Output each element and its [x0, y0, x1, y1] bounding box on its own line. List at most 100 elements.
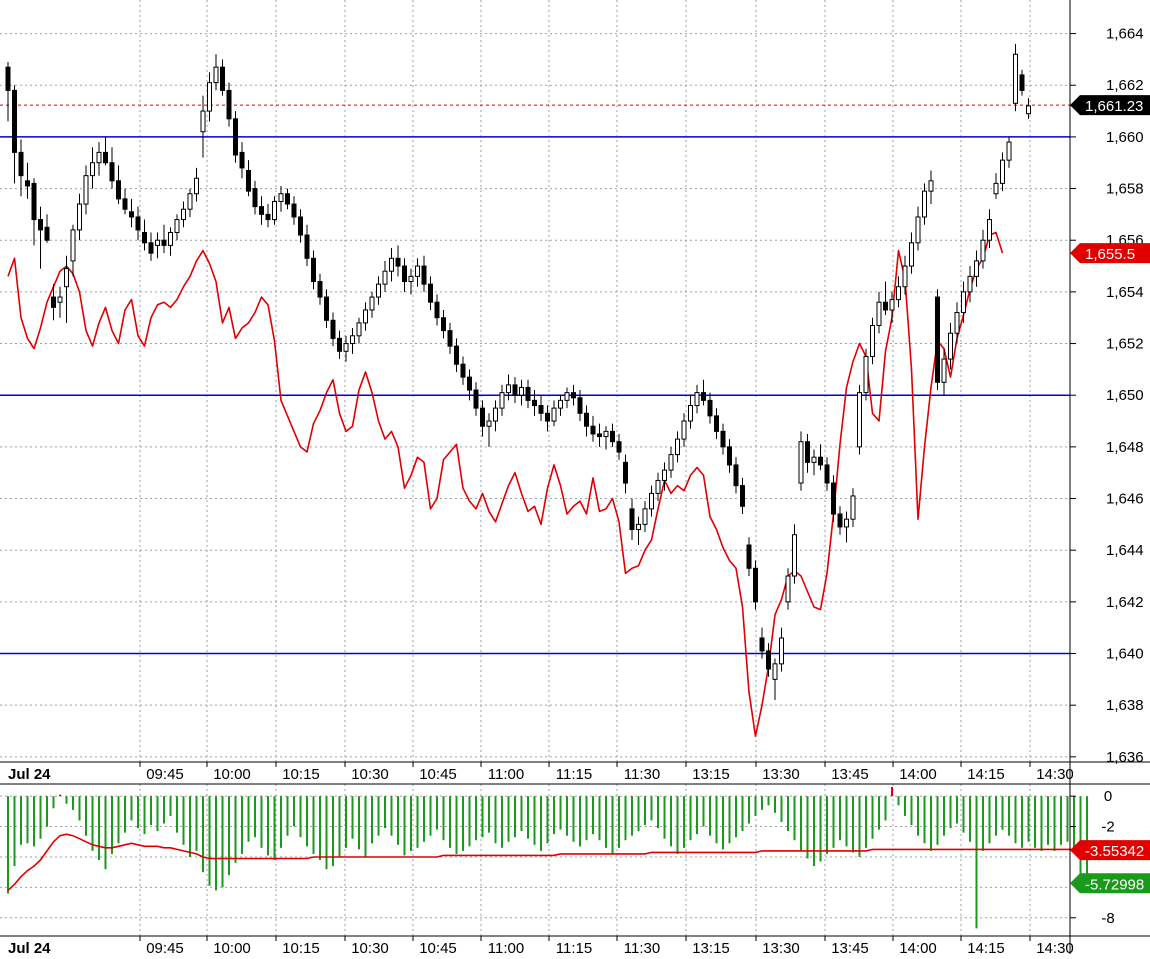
upper-y-tick-label: 1,664 [1106, 26, 1144, 43]
candle-body-down [395, 257, 401, 267]
candle [454, 338, 459, 372]
candle-body-up [155, 239, 160, 246]
candle-body-down [707, 399, 713, 417]
candle [51, 284, 56, 321]
candle-body-up [519, 386, 524, 396]
candle-body-up [1006, 141, 1012, 161]
candle [480, 400, 485, 437]
candle [369, 291, 375, 318]
candle-body-up [356, 322, 362, 337]
candle-body-up [915, 216, 921, 244]
x-tick-label-upper: 10:00 [213, 766, 251, 783]
x-tick-label-lower: 14:15 [967, 940, 1005, 954]
candle [12, 85, 17, 184]
candle [545, 405, 550, 432]
candle-body-down [44, 226, 50, 241]
candle [584, 405, 589, 437]
x-tick-label-lower: 13:45 [831, 940, 869, 954]
candle-body-down [753, 567, 758, 603]
candle-body-down [252, 188, 258, 208]
candle-body-up [792, 534, 797, 577]
support-resistance-lines [0, 104, 1070, 655]
candle-body-down [25, 180, 30, 187]
upper-y-tick-label: 1,640 [1106, 646, 1144, 663]
candle [408, 268, 414, 295]
candle-body-up [675, 438, 680, 456]
candle [220, 59, 225, 96]
candle-body-down [831, 482, 836, 515]
candle-body-down [577, 397, 583, 414]
candle-body-down [122, 198, 128, 210]
candle-body-down [337, 337, 342, 352]
candle [77, 193, 82, 241]
candle-body-up [382, 270, 388, 285]
candle [330, 312, 336, 347]
candle [831, 475, 836, 522]
x-tick-label-lower: 13:15 [692, 940, 730, 954]
candle-body-down [161, 239, 167, 246]
candle [987, 209, 992, 248]
x-tick-label-lower: 10:45 [419, 940, 457, 954]
candle [207, 72, 212, 122]
x-tick-label-lower: 10:15 [282, 940, 320, 954]
candle-body-up [96, 151, 102, 164]
candle-body-down [590, 425, 596, 435]
candle-body-up [642, 508, 648, 525]
candle [31, 178, 37, 246]
candle [1019, 69, 1025, 96]
candle [499, 384, 505, 416]
candle-body-down [18, 151, 24, 177]
candle [525, 379, 531, 409]
candle-body-down [226, 89, 232, 120]
candle [343, 335, 349, 362]
candle [285, 188, 290, 210]
candle [623, 454, 628, 494]
candle-body-down [538, 405, 544, 414]
candle-body-down [512, 384, 518, 396]
candle [902, 255, 908, 295]
candle [857, 384, 862, 455]
candle [304, 224, 310, 267]
upper-y-tick-label: 1,646 [1106, 491, 1144, 508]
candle-body-down [12, 89, 17, 153]
candle-body-down [545, 412, 550, 422]
candle-body-down [220, 66, 225, 91]
candle [194, 167, 199, 202]
x-tick-label-lower: 14:00 [899, 940, 937, 954]
candle-body-down [239, 151, 245, 169]
candle-body-down [571, 392, 576, 399]
candle [226, 82, 232, 127]
candle [246, 160, 251, 197]
x-tick-label-lower: 09:45 [146, 940, 184, 954]
upper-y-tick-label: 1,648 [1106, 439, 1144, 456]
candle [727, 439, 732, 473]
candle-body-up [376, 283, 381, 298]
candle [311, 250, 316, 290]
candle-body-up [798, 441, 804, 484]
candle-body-down [727, 446, 732, 466]
candle [928, 170, 934, 205]
candle-body-down [103, 151, 108, 164]
candle-body-up [64, 268, 69, 288]
candle-body-down [473, 389, 479, 409]
candle-body-up [967, 275, 973, 293]
upper-y-tick-label: 1,638 [1106, 697, 1144, 714]
x-tick-label-upper: 09:45 [146, 766, 184, 783]
candle-body-up [980, 239, 986, 262]
upper-y-tick-label: 1,652 [1106, 336, 1144, 353]
candle-body-up [70, 229, 76, 262]
candle-body-down [720, 430, 726, 448]
candle-body-up [350, 335, 355, 345]
candle [428, 276, 433, 310]
x-tick-label-lower: 13:30 [762, 940, 800, 954]
candle [629, 498, 635, 540]
candle-body-up [369, 296, 375, 311]
x-tick-label-upper: 10:45 [419, 766, 457, 783]
candle-body-down [759, 637, 765, 652]
candle-body-up [200, 110, 206, 133]
candle [1000, 152, 1005, 192]
candle [740, 477, 745, 515]
candle [109, 147, 115, 189]
